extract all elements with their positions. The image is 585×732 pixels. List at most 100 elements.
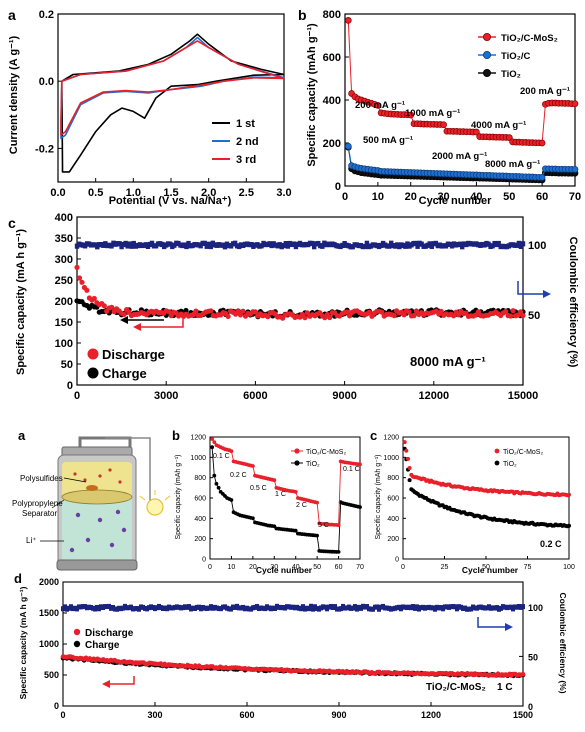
y-tick-label: 1000	[190, 455, 206, 462]
legend-label: Charge	[102, 366, 147, 381]
x-tick-label: 0	[342, 191, 348, 203]
x-axis-label: Cycle number	[419, 195, 492, 207]
legend-label: 3 rd	[236, 154, 256, 166]
y-tick-label: 800	[387, 475, 399, 482]
panel-top-a: a Current density (A g⁻¹) Potential (V v…	[8, 7, 292, 207]
ce-point	[208, 243, 213, 250]
x-tick-label: 60	[536, 191, 548, 203]
x-tick-label: 1.0	[126, 187, 141, 199]
x-tick-label: 30	[270, 564, 278, 571]
y-tick-label: 1200	[190, 434, 206, 441]
x-tick-label: 9000	[332, 390, 356, 402]
ce-point	[413, 240, 418, 247]
ce-point	[320, 243, 325, 249]
x-tick-label: 15000	[508, 390, 539, 402]
label-polypropylene: Polypropylene	[12, 499, 63, 508]
data-point	[212, 440, 217, 444]
ce-point	[309, 240, 315, 247]
data-point	[210, 437, 215, 441]
x-tick-label: 40	[292, 564, 300, 571]
legend: Discharge Charge	[87, 347, 165, 381]
data-point	[571, 100, 579, 108]
lightbulb-icon	[139, 490, 171, 516]
y-tick-label: 500	[44, 670, 59, 680]
y2-tick-label: 50	[528, 652, 538, 662]
x-tick-label: 25	[441, 564, 449, 571]
label-li-ion: Li⁺	[26, 536, 36, 545]
x-tick-label: 0	[60, 710, 65, 720]
y-tick-label: 200	[387, 536, 399, 543]
data-point	[293, 528, 298, 533]
panel-bottom-a: a Polysulfides Polypropy	[12, 428, 171, 571]
capacity-point	[327, 314, 333, 321]
panel-label: b	[298, 7, 307, 23]
y-tick-label: 400	[194, 516, 206, 523]
x-axis-label: Potential (V vs. Na/Na⁺)	[109, 195, 232, 207]
rate-label: 0.1 C	[343, 466, 360, 473]
rate-label: 2000 mA g⁻¹	[432, 151, 487, 162]
y-tick-label: 800	[194, 475, 206, 482]
data-point	[251, 516, 255, 521]
legend-label: TiO₂	[501, 69, 521, 80]
y-tick-label: 350	[55, 233, 73, 245]
y-tick-label: 300	[55, 254, 73, 266]
y-tick-label: 1200	[383, 434, 399, 441]
panel-label: b	[172, 428, 180, 443]
x-tick-label: 50	[482, 564, 490, 571]
capacity-point	[237, 312, 244, 318]
rate-label: 5 C	[318, 522, 329, 529]
data-point	[229, 449, 234, 454]
x-tick-label: 12000	[419, 390, 450, 402]
panel-bottom-d: d Specific capacity (mA h g⁻¹) Coulombic…	[14, 571, 568, 720]
ce-point	[520, 241, 526, 247]
capacity-point	[344, 309, 350, 315]
capacity-point	[74, 264, 80, 270]
y-axis-label: Specific capacity (mA h g⁻¹)	[15, 229, 27, 375]
rate-label: 500 mA g⁻¹	[363, 135, 413, 146]
x-tick-label: 3.0	[276, 187, 291, 199]
ce-point	[309, 603, 313, 609]
battery-illustration	[56, 436, 171, 571]
legend: Discharge Charge	[73, 628, 134, 651]
data-point	[567, 492, 571, 497]
capacity-point	[520, 312, 526, 319]
y-axis-label: Specific capacity (mAh g⁻¹)	[306, 23, 318, 167]
x-tick-label: 50	[503, 191, 515, 203]
x-tick-label: 3000	[154, 390, 178, 402]
capacity-point	[183, 307, 189, 314]
x-tick-label: 1500	[513, 710, 533, 720]
capacity-point	[366, 309, 372, 315]
data-point	[344, 17, 352, 24]
y2-tick-label: 50	[528, 310, 540, 322]
y-axis-label: Specific capacity (mA h g⁻¹)	[18, 586, 28, 699]
legend-marker	[494, 448, 500, 454]
y-tick-label: 600	[323, 52, 341, 64]
data-point	[473, 128, 480, 136]
capacity-point	[520, 672, 526, 677]
data-point	[315, 500, 319, 505]
legend-label: Discharge	[102, 347, 165, 362]
x-tick-label: 0.5	[88, 187, 103, 199]
capacity-point	[406, 309, 412, 315]
rate-annotation: 1 C	[497, 682, 513, 693]
axis-arrows	[102, 617, 513, 688]
y-tick-label: 800	[323, 9, 341, 21]
data-point	[440, 121, 447, 129]
legend: 1 st 2 nd 3 rd	[212, 118, 259, 166]
y-tick-label: 2000	[39, 577, 59, 587]
x-tick-label: 1200	[421, 710, 441, 720]
axis-arrows	[120, 281, 551, 331]
ce-point	[117, 241, 122, 247]
y2-axis-label: Coulombic efficiency (%)	[567, 237, 579, 368]
y-tick-label: 1000	[383, 455, 399, 462]
data-point	[210, 445, 215, 450]
ce-point	[131, 240, 136, 247]
y-tick-label: 0	[54, 701, 59, 711]
capacity-point	[208, 308, 214, 314]
rate-label: 0.1 C	[213, 453, 230, 460]
x-tick-label: 10	[372, 191, 384, 203]
label-polysulfides: Polysulfides	[20, 474, 63, 483]
y-tick-label: 600	[387, 495, 399, 502]
data-point	[402, 440, 407, 445]
data-point	[212, 473, 217, 478]
